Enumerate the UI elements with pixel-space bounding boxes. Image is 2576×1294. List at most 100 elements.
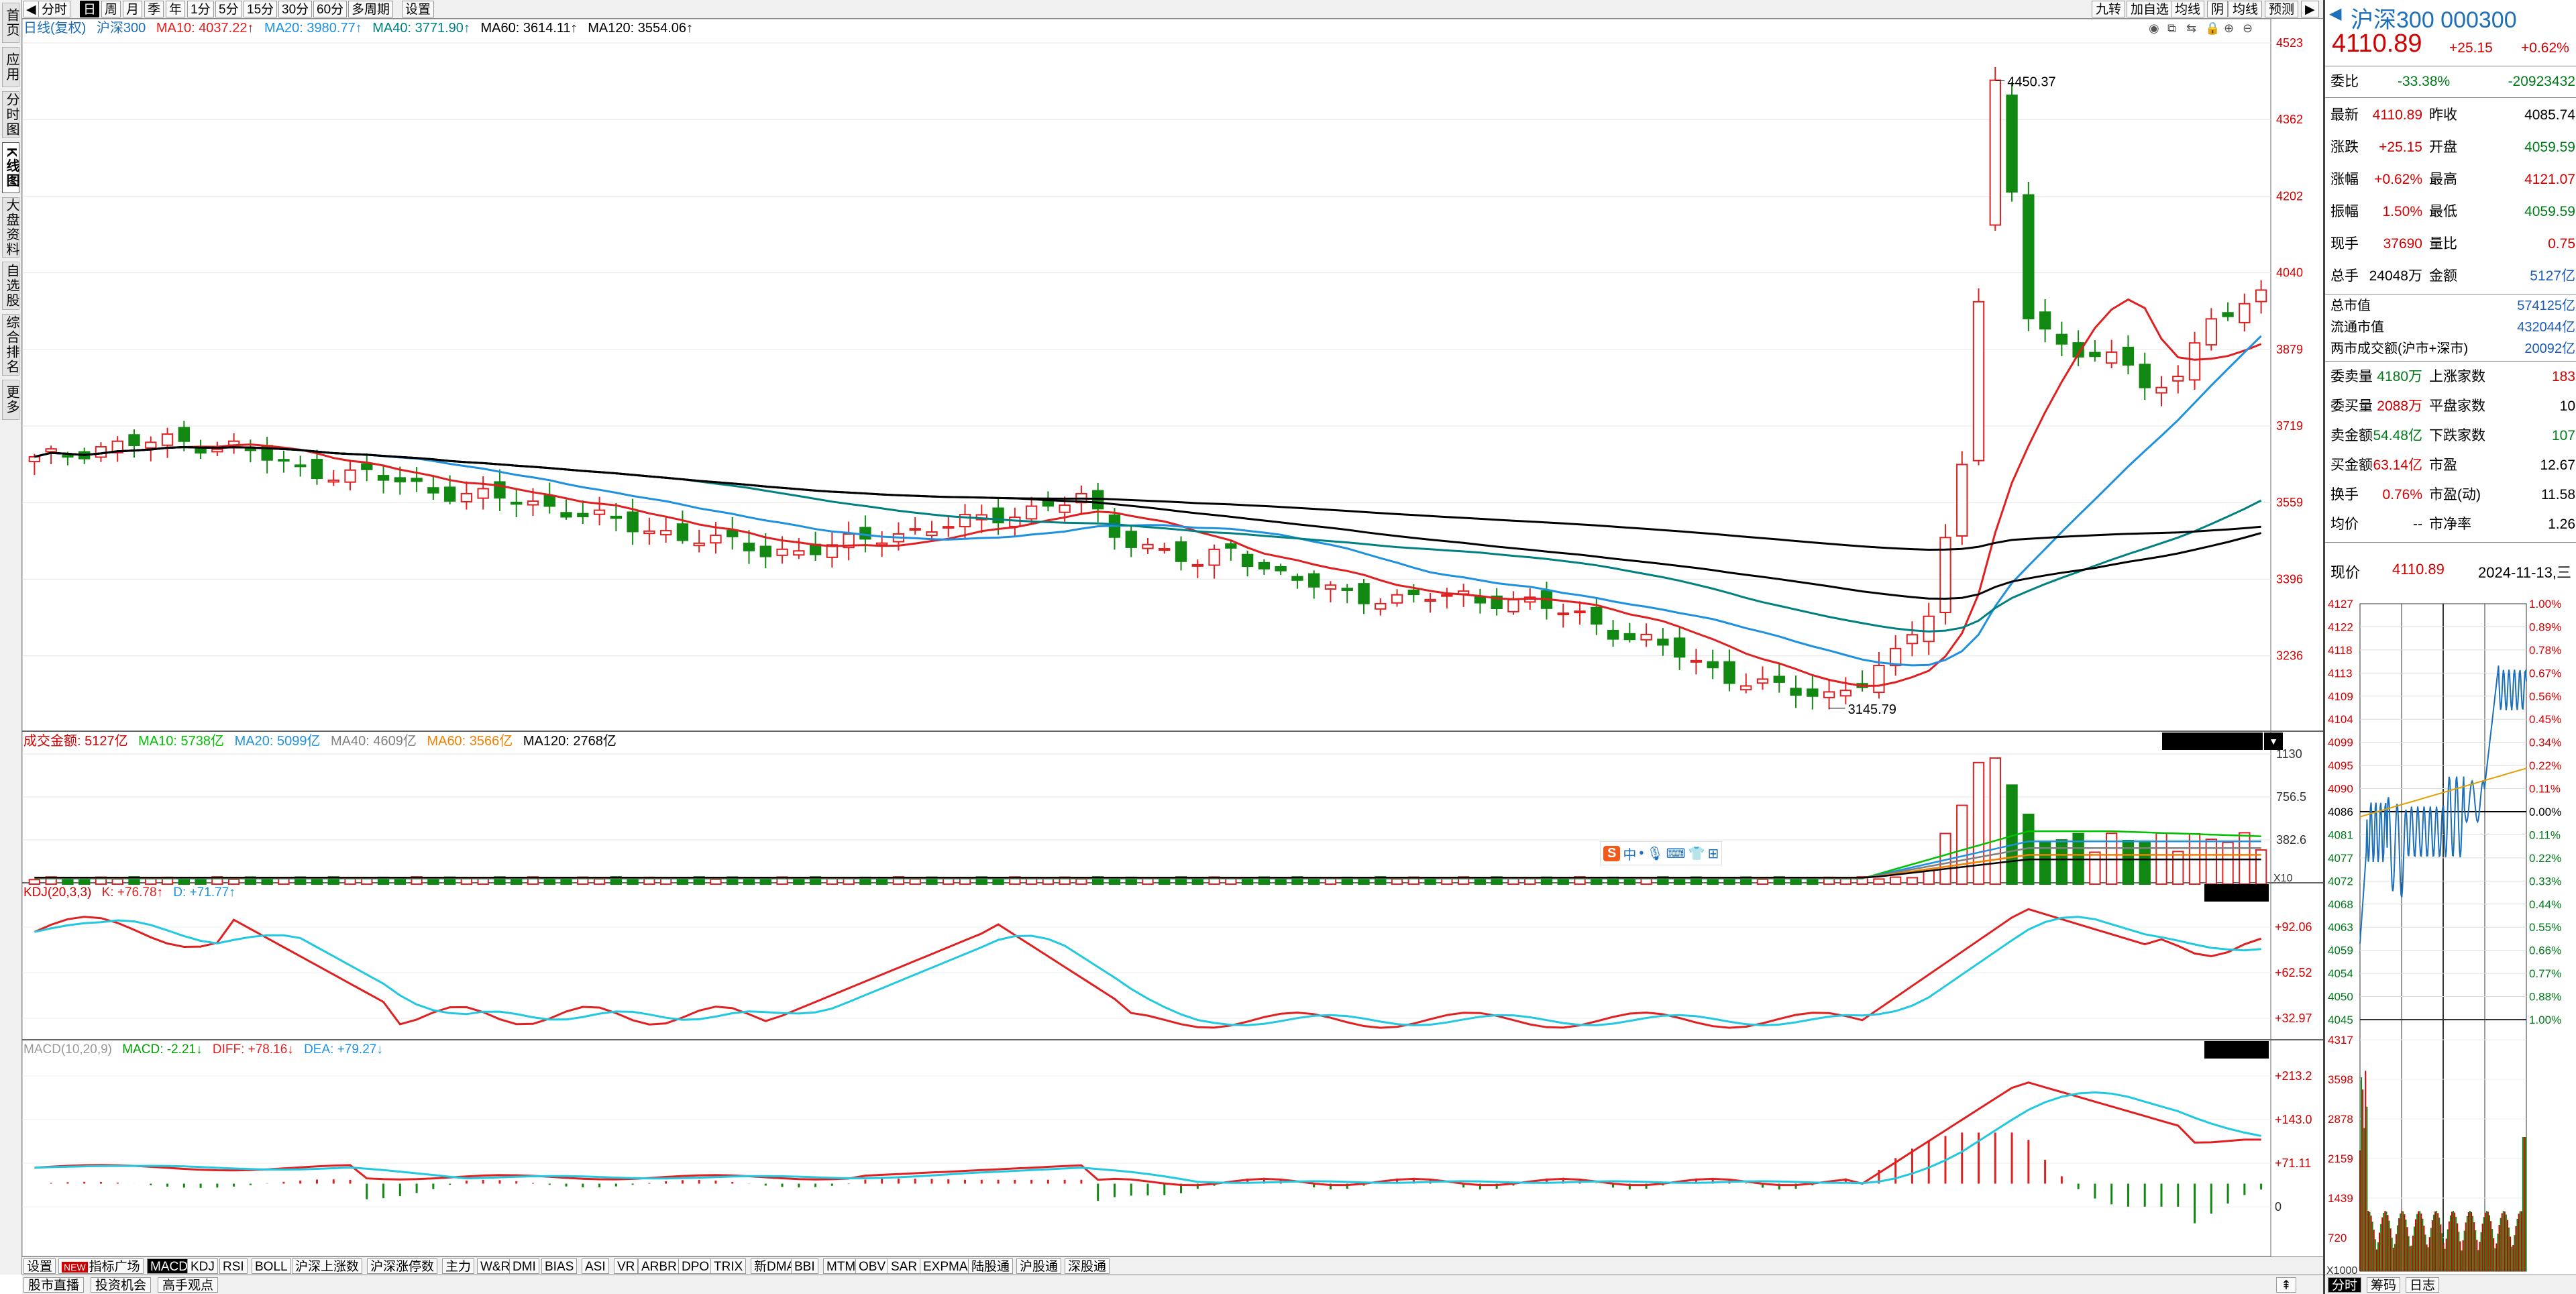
indicator-tab-21[interactable]: SAR (888, 1258, 921, 1274)
candle-down (361, 463, 373, 470)
period-5[interactable]: 年 (166, 1, 186, 17)
indicator-tab-20[interactable]: OBV (855, 1258, 890, 1274)
period-9[interactable]: 30分 (278, 1, 313, 17)
indicator-tab-24[interactable]: 沪股通 (1016, 1258, 1062, 1274)
period-11[interactable]: 多周期 (348, 1, 394, 17)
period-7[interactable]: 5分 (215, 1, 242, 17)
candle-up (327, 479, 339, 483)
indicator-tab-4[interactable]: RSI (219, 1258, 248, 1274)
candle-down (1607, 629, 1619, 640)
period-3[interactable]: 月 (123, 1, 143, 17)
quote-row: 涨幅 +0.62% 最高 4121.07 (2330, 165, 2575, 195)
leftnav-6[interactable]: 综合排名 (2, 314, 19, 376)
leftnav-4[interactable]: 大盘资料 (2, 197, 19, 258)
leftnav-5[interactable]: 自选股 (2, 262, 19, 310)
dropdown-arrow-icon[interactable]: ▼ (2264, 733, 2283, 750)
top-right-btn-2[interactable]: 均线 (2171, 1, 2205, 17)
quote-row: 最新 4110.89 昨收 4085.74 (2330, 101, 2575, 130)
kline-chart-svg[interactable]: 4523 4362 4202 4040 3879 3719 3559 3396 3236 1130… (22, 19, 2323, 1265)
indicator-tab-9[interactable]: W&R (477, 1258, 514, 1274)
indicator-tab-14[interactable]: ARBR (638, 1258, 680, 1274)
swap-icon[interactable]: ⇆ (2186, 21, 2196, 36)
leftnav-7[interactable]: 更多 (2, 380, 19, 420)
indicator-tab-17[interactable]: 新DMA (751, 1258, 799, 1274)
indicator-tab-18[interactable]: BBI (791, 1258, 818, 1274)
period-0[interactable]: 分时 (38, 1, 71, 17)
indicator-tab-3[interactable]: KDJ (187, 1258, 218, 1274)
top-right-btn-0[interactable]: 九转 (2092, 1, 2126, 17)
indicator-tab-8[interactable]: 主力 (442, 1258, 475, 1274)
intraday-minichart[interactable]: 4127 1.00% 4122 0.89% 4118 0.78% 4113 0.67% 4109… (2325, 590, 2576, 1278)
ime-btn-2[interactable]: • (1639, 845, 1644, 861)
indicator-tab-23[interactable]: 陆股通 (968, 1258, 1014, 1274)
news-tab-0[interactable]: 股市直播 (23, 1277, 85, 1293)
right-tab-0[interactable]: 分时 (2328, 1277, 2362, 1293)
kdj-axis-label: +92.06 (2275, 920, 2312, 934)
mini-vol-label: 1439 (2328, 1192, 2353, 1205)
chart-area[interactable]: 4523 4362 4202 4040 3879 3719 3559 3396 3236 1130… (22, 19, 2323, 1265)
indicator-tab-2[interactable]: MACD (147, 1258, 191, 1274)
ime-btn-0[interactable]: S (1603, 845, 1621, 861)
back-arrow-icon[interactable]: ◀ (2329, 5, 2342, 23)
indicator-tab-11[interactable]: BIAS (541, 1258, 578, 1274)
news-tab-2[interactable]: 高手观点 (158, 1277, 219, 1293)
market-row: 流通市值 432044亿 (2330, 317, 2575, 338)
indicator-tab-12[interactable]: ASI (582, 1258, 609, 1274)
indicator-tab-15[interactable]: DPO (678, 1258, 713, 1274)
volume-bar (1956, 804, 1968, 885)
news-tab-1[interactable]: 投资机会 (91, 1277, 152, 1293)
period-4[interactable]: 季 (144, 1, 164, 17)
right-tab-1[interactable]: 筹码 (2367, 1277, 2401, 1293)
ime-toolbar[interactable]: S 中 • 🎙 ⌨ 👕 ⊞ (1600, 841, 1723, 865)
right-tab-2[interactable]: 日志 (2406, 1277, 2440, 1293)
ime-btn-1[interactable]: 中 (1623, 847, 1637, 863)
zoom-out-icon[interactable]: ⊖ (2243, 21, 2253, 36)
ime-btn-3[interactable]: 🎙 (1646, 846, 1664, 861)
indicator-tab-16[interactable]: TRIX (710, 1258, 747, 1274)
quote-label: 涨跌 (2330, 140, 2359, 155)
indicator-tab-19[interactable]: MTM (823, 1258, 859, 1274)
intraday-svg[interactable]: 4127 1.00% 4122 0.89% 4118 0.78% 4113 0.67% 4109… (2325, 590, 2576, 1277)
quote-label: 量比 (2429, 236, 2457, 252)
ime-btn-6[interactable]: ⊞ (1707, 846, 1719, 861)
indicator-tab-22[interactable]: EXPMA (920, 1258, 971, 1274)
period-12[interactable]: 设置 (402, 1, 435, 17)
leftnav-1[interactable]: 应用 (2, 47, 19, 87)
indicator-tab-7[interactable]: 沪深涨停数 (367, 1258, 438, 1274)
indicator-tab-25[interactable]: 深股通 (1065, 1258, 1110, 1274)
macd-info-badge[interactable]: 指标说明 (2204, 1041, 2269, 1059)
ime-btn-5[interactable]: 👕 (1688, 846, 1705, 861)
copy-icon[interactable]: ⧉ (2167, 21, 2176, 36)
indicator-tab-10[interactable]: DMI (509, 1258, 539, 1274)
indicator-tab-6[interactable]: 沪深上涨数 (292, 1258, 363, 1274)
scroll-top-icon[interactable]: ⇞ (2276, 1277, 2296, 1293)
leftnav-2[interactable]: 分时图 (2, 91, 19, 138)
top-right-btn-3[interactable]: 阴 (2207, 1, 2229, 17)
indicator-tab-0[interactable]: 设置 (23, 1258, 56, 1274)
leftnav-0[interactable]: 首页 (2, 3, 19, 43)
eye-icon[interactable]: ◉ (2149, 21, 2159, 36)
kdj-info-badge[interactable]: 指标说明 (2204, 884, 2269, 902)
close-icon[interactable]: ▶ (2301, 1, 2319, 17)
period-1[interactable]: 日 (80, 1, 100, 17)
candle-up (145, 441, 157, 449)
indicator-tab-label: 指标广场 (89, 1260, 140, 1274)
period-8[interactable]: 15分 (244, 1, 278, 17)
indicator-tab-5[interactable]: BOLL (252, 1258, 291, 1274)
period-10[interactable]: 60分 (313, 1, 347, 17)
candle-down (1773, 676, 1785, 683)
top-right-btn-1[interactable]: 加自选 (2127, 1, 2174, 17)
indicator-tab-13[interactable]: VR (614, 1258, 639, 1274)
volume-badge[interactable]: 金额 (2162, 733, 2263, 750)
candle-down (62, 455, 74, 458)
ime-btn-4[interactable]: ⌨ (1666, 846, 1686, 861)
top-right-btn-4[interactable]: 均线 (2229, 1, 2263, 17)
period-2[interactable]: 周 (101, 1, 121, 17)
period-6[interactable]: 1分 (187, 1, 214, 17)
leftnav-3[interactable]: K线图 (2, 142, 19, 193)
top-right-btn-5[interactable]: 预测 (2265, 1, 2299, 17)
collapse-arrow-icon[interactable]: ◀ (23, 1, 39, 17)
lock-icon[interactable]: 🔒 (2205, 21, 2220, 36)
indicator-tab-1[interactable]: NEW 指标广场 (58, 1258, 144, 1274)
zoom-in-icon[interactable]: ⊕ (2224, 21, 2234, 36)
